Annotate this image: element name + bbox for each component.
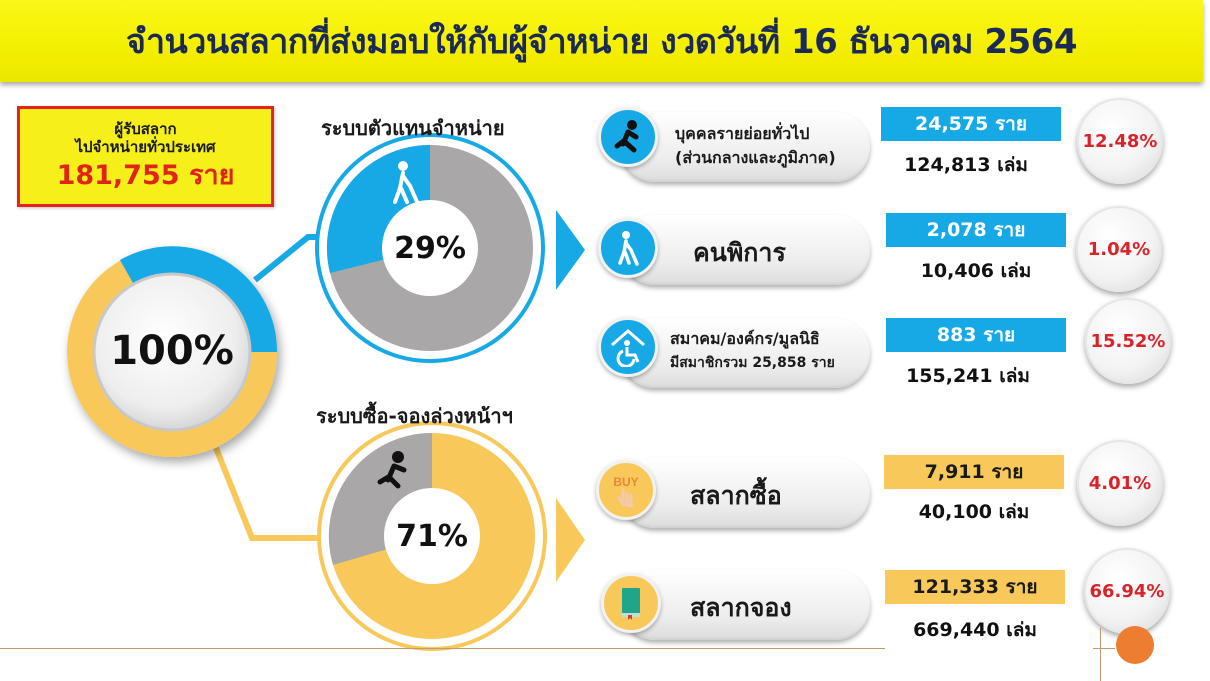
book-icon <box>601 573 661 633</box>
category-pill-disabled <box>620 215 870 285</box>
books-reservation: 669,440 เล่ม <box>913 619 1037 641</box>
count-bar-associations: 883 ราย <box>886 318 1066 352</box>
section-title-advance: ระบบซื้อ-จองล่วงหน้าฯ <box>316 404 513 428</box>
percent-retail: 12.48% <box>1077 98 1163 184</box>
total-label-line1: ผู้รับสลาก <box>114 119 177 138</box>
category-pill-associations <box>620 318 870 388</box>
connector-gold <box>213 446 318 541</box>
category-label-reservation: สลากจอง <box>690 593 792 622</box>
category-label-line1: บุคคลรายย่อยทั่วไป <box>675 124 810 143</box>
category-label-retail: บุคคลรายย่อยทั่วไป (ส่วนกลางและภูมิภาค) <box>675 122 836 170</box>
books-retail: 124,813 เล่ม <box>904 154 1028 176</box>
count-bar-purchase: 7,911 ราย <box>884 455 1064 489</box>
main-donut-label: 100% <box>110 328 234 374</box>
running-person-icon <box>598 107 658 167</box>
bottom-vertical-divider <box>1100 628 1101 681</box>
blind-person-icon <box>598 218 658 278</box>
percent-reservation: 66.94% <box>1084 548 1170 634</box>
category-pill-purchase <box>620 458 870 528</box>
decorative-orange-dot <box>1116 626 1154 664</box>
buy-hand-icon: BUY <box>596 460 656 520</box>
bottom-divider-right <box>1093 648 1115 649</box>
arrow-right-gold <box>556 498 585 582</box>
blind-person-icon <box>393 161 420 206</box>
category-label-disabled: คนพิการ <box>693 238 786 267</box>
count-bar-reservation: 121,333 ราย <box>885 570 1065 604</box>
category-pill-reservation <box>620 570 870 640</box>
svg-text:BUY: BUY <box>613 475 638 489</box>
section-title-agent: ระบบตัวแทนจำหน่าย <box>321 116 505 140</box>
donut-agent-label: 29% <box>394 231 466 266</box>
category-label-associations: สมาคม/องค์กร/มูลนิธิ มีสมาชิกรวม 25,858 … <box>670 326 835 374</box>
donut-advance-label: 71% <box>396 519 468 554</box>
percent-associations: 15.52% <box>1085 298 1171 384</box>
bottom-divider <box>0 648 885 649</box>
total-label-line2: ไปจำหน่ายทั่วประเทศ <box>75 137 216 156</box>
percent-disabled: 1.04% <box>1076 206 1162 292</box>
category-pill-retail <box>620 112 870 182</box>
count-bar-disabled: 2,078 ราย <box>886 213 1066 247</box>
title-banner: จำนวนสลากที่ส่งมอบให้กับผู้จำหน่าย งวดวั… <box>0 0 1203 82</box>
category-label-purchase: สลากซื้อ <box>690 481 782 510</box>
count-bar-retail: 24,575 ราย <box>881 107 1061 141</box>
books-purchase: 40,100 เล่ม <box>918 501 1030 523</box>
running-person-icon <box>377 451 407 489</box>
page-title: จำนวนสลากที่ส่งมอบให้กับผู้จำหน่าย งวดวั… <box>126 22 1077 62</box>
total-recipients-box: ผู้รับสลาก ไปจำหน่ายทั่วประเทศ 181,755 ร… <box>17 106 274 207</box>
category-label-line2: มีสมาชิกรวม 25,858 ราย <box>670 355 835 371</box>
donut-advance-purchase-system <box>317 421 547 651</box>
category-label-line2: (ส่วนกลางและภูมิภาค) <box>675 148 836 167</box>
books-disabled: 10,406 เล่ม <box>920 260 1032 282</box>
main-donut <box>67 246 278 457</box>
books-associations: 155,241 เล่ม <box>906 365 1030 387</box>
total-value: 181,755 ราย <box>56 159 235 191</box>
percent-purchase: 4.01% <box>1077 440 1163 526</box>
wheelchair-house-icon <box>598 317 658 377</box>
arrow-right-blue <box>556 210 585 290</box>
category-label-line1: สมาคม/องค์กร/มูลนิธิ <box>670 329 820 348</box>
